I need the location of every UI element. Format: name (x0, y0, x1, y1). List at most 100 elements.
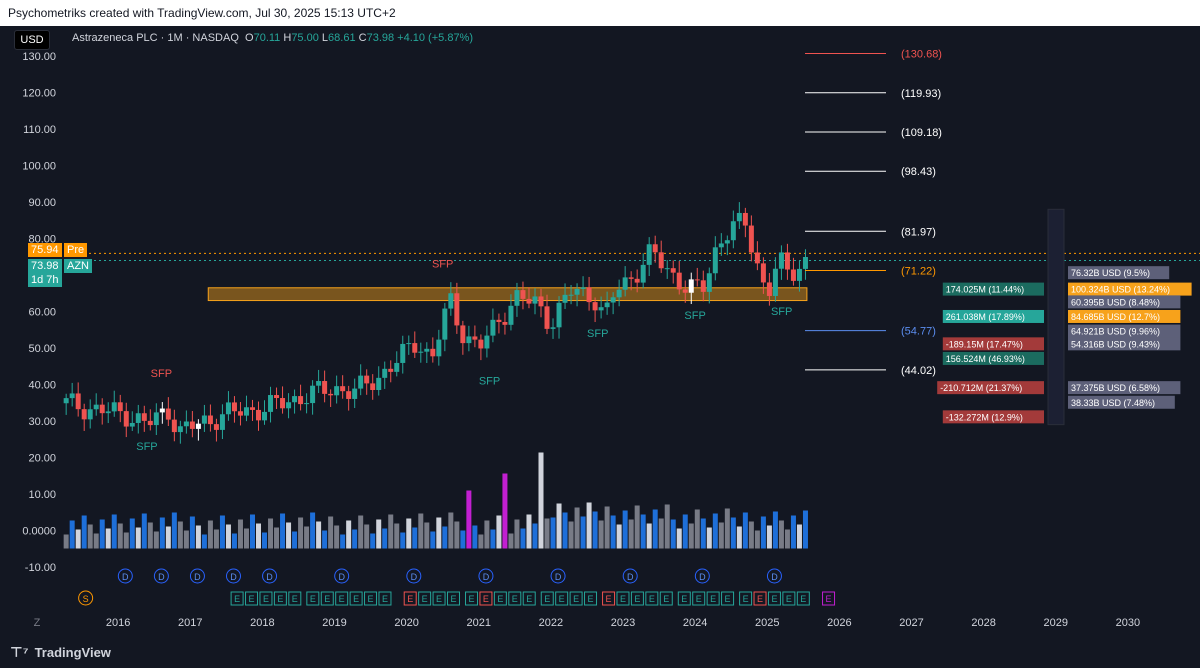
candle-body (334, 386, 340, 396)
earnings-marker-icon[interactable] (306, 591, 320, 606)
credit-text: Psychometriks created with TradingView.c… (8, 6, 396, 20)
earnings-marker-letter: E (544, 594, 550, 604)
earnings-marker-icon[interactable] (418, 591, 432, 606)
earnings-marker-icon[interactable] (706, 591, 720, 606)
volume-bar (400, 532, 406, 549)
earnings-marker-icon[interactable] (245, 591, 259, 606)
candle-body (382, 368, 388, 378)
earnings-marker-letter: E (588, 594, 594, 604)
candle-body (700, 280, 706, 292)
dividend-marker-icon[interactable] (766, 568, 782, 584)
dividend-marker-icon[interactable] (694, 568, 710, 584)
dividend-marker-icon[interactable] (550, 568, 566, 584)
earnings-marker-icon[interactable] (767, 591, 781, 606)
earnings-marker-letter: E (353, 594, 359, 604)
candle-body (724, 240, 730, 244)
volume-bar (562, 512, 568, 549)
earnings-marker-icon[interactable] (630, 591, 644, 606)
earnings-marker-icon[interactable] (432, 591, 446, 606)
earnings-marker-icon[interactable] (259, 591, 273, 606)
candle-body (346, 391, 352, 399)
dividend-marker-icon[interactable] (406, 568, 422, 584)
earnings-marker-icon[interactable] (508, 591, 522, 606)
earnings-marker-icon[interactable] (602, 591, 616, 606)
candle-body (201, 415, 207, 424)
candle-body (742, 212, 748, 226)
fib-level-label: (71.22) (901, 266, 936, 278)
candle-body (538, 296, 544, 307)
dividend-marker-icon[interactable] (622, 568, 638, 584)
earnings-marker-icon[interactable] (288, 591, 302, 606)
volume-bar (262, 532, 268, 549)
earnings-marker-icon[interactable] (782, 591, 796, 606)
earnings-marker-icon[interactable] (753, 591, 767, 606)
earnings-marker-letter: E (422, 594, 428, 604)
earnings-marker-icon[interactable] (739, 591, 753, 606)
earnings-marker-icon[interactable] (273, 591, 287, 606)
earnings-marker-icon[interactable] (645, 591, 659, 606)
dividend-marker-icon[interactable] (189, 568, 205, 584)
earnings-marker-icon[interactable] (320, 591, 334, 606)
earnings-marker-letter: E (263, 594, 269, 604)
volume-bar (724, 508, 730, 549)
volume-bar (454, 521, 460, 549)
earnings-marker-icon[interactable] (446, 591, 460, 606)
earnings-marker-icon[interactable] (479, 591, 493, 606)
symbol-legend: Astrazeneca PLC · 1M · NASDAQ O70.11 H75… (72, 32, 473, 44)
earnings-marker-icon[interactable] (378, 591, 392, 606)
volume-bar (370, 533, 376, 549)
volume-bar (141, 513, 147, 549)
candle-body (177, 426, 183, 433)
dividend-marker-icon[interactable] (117, 568, 133, 584)
earnings-marker-icon[interactable] (493, 591, 507, 606)
earnings-marker-icon[interactable] (721, 591, 735, 606)
volume-bar (183, 530, 189, 549)
dividend-marker-icon[interactable] (478, 568, 494, 584)
earnings-marker-letter: E (234, 594, 240, 604)
volume-bar (508, 533, 514, 549)
y-tick-label: 40.00 (28, 380, 56, 392)
candle-body (670, 268, 676, 273)
earnings-marker-icon[interactable] (796, 591, 810, 606)
y-tick-label: 110.00 (23, 124, 56, 136)
earnings-marker-icon[interactable] (659, 591, 673, 606)
earnings-marker-letter: E (710, 594, 716, 604)
earnings-marker-icon[interactable] (230, 591, 244, 606)
split-marker-icon[interactable] (78, 590, 94, 606)
candle-body (580, 287, 586, 289)
earnings-marker-icon[interactable] (555, 591, 569, 606)
price-chart[interactable]: 130.00120.00110.00100.0090.0080.0070.006… (0, 26, 1200, 636)
candle-body (292, 396, 298, 403)
volume-bar (93, 533, 99, 549)
candle-body (652, 244, 658, 253)
dividend-marker-icon[interactable] (225, 568, 241, 584)
earnings-marker-letter: E (663, 594, 669, 604)
earnings-marker-icon[interactable] (335, 591, 349, 606)
candle-body (358, 375, 364, 389)
candle-body (69, 393, 75, 399)
earnings-marker-icon[interactable] (584, 591, 598, 606)
dividend-marker-letter: D (483, 572, 490, 582)
candle-body (364, 375, 370, 384)
tradingview-logo[interactable]: ⊤⁷ TradingView (10, 644, 111, 661)
earnings-marker-icon[interactable] (403, 591, 417, 606)
future-earnings-marker-icon[interactable] (822, 591, 836, 606)
dividend-marker-icon[interactable] (262, 568, 278, 584)
volume-bar (87, 524, 93, 549)
earnings-marker-icon[interactable] (522, 591, 536, 606)
earnings-marker-icon[interactable] (692, 591, 706, 606)
earnings-marker-icon[interactable] (569, 591, 583, 606)
earnings-marker-icon[interactable] (349, 591, 363, 606)
currency-button[interactable]: USD (14, 30, 50, 50)
volume-bar (736, 526, 742, 549)
earnings-marker-letter: E (649, 594, 655, 604)
dividend-marker-icon[interactable] (334, 568, 350, 584)
earnings-marker-icon[interactable] (540, 591, 554, 606)
volume-bar (274, 527, 280, 549)
earnings-marker-icon[interactable] (677, 591, 691, 606)
earnings-marker-icon[interactable] (616, 591, 630, 606)
earnings-marker-icon[interactable] (364, 591, 378, 606)
dividend-marker-icon[interactable] (153, 568, 169, 584)
symbol-title: Astrazeneca PLC · 1M · NASDAQ (72, 32, 239, 44)
earnings-marker-icon[interactable] (465, 591, 479, 606)
